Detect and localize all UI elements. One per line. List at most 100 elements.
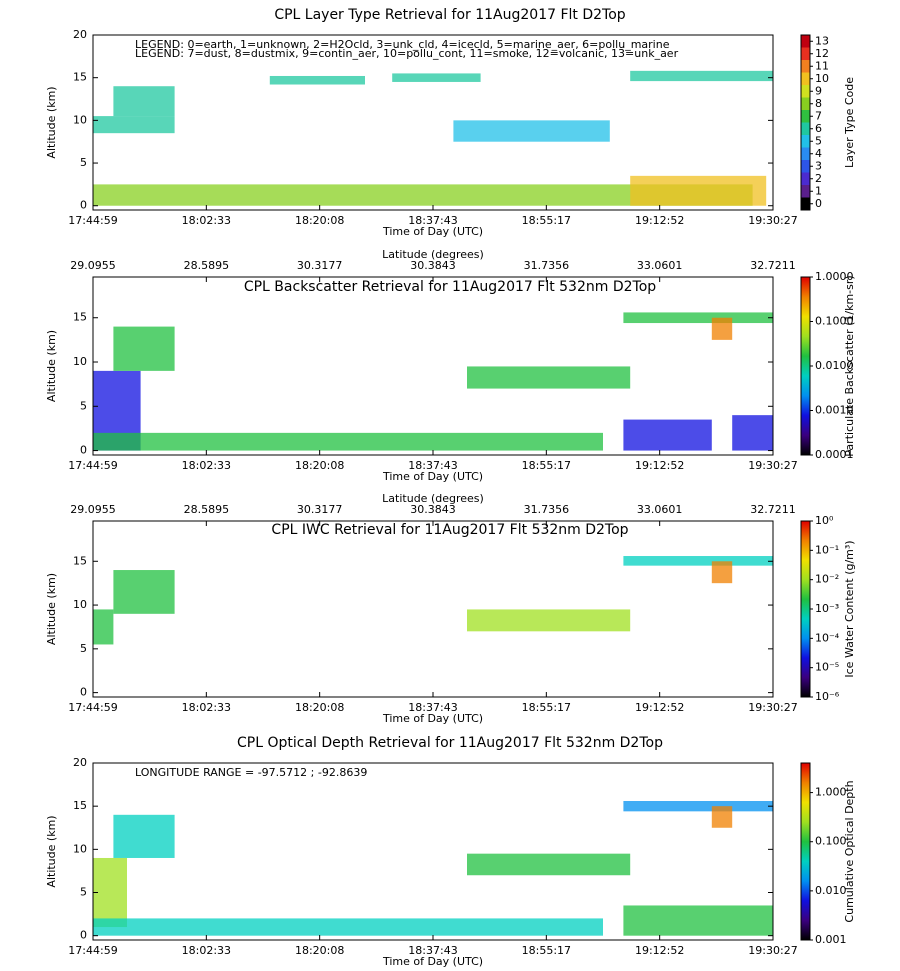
y-tick-label: 20: [73, 28, 87, 41]
colorbar-tick-label: 0.0010: [815, 404, 854, 417]
colorbar-frame: [800, 34, 811, 211]
colorbar-cell: [801, 197, 810, 210]
colorbar-tick-label: 10⁻³: [815, 602, 839, 615]
curtain-decoration: [453, 120, 610, 142]
colorbar-tick-label: 10⁻⁶: [815, 690, 840, 703]
colorbar-tick-label: 9: [815, 84, 822, 97]
y-tick-label: 10: [73, 113, 87, 126]
y-tick-label: 15: [73, 311, 87, 324]
curtain-decoration: [623, 905, 773, 936]
x-tick-label: 18:55:17: [522, 944, 571, 957]
y-tick-label: 15: [73, 71, 87, 84]
colorbar-tick-label: 7: [815, 109, 822, 122]
annotation: LEGEND: 7=dust, 8=dustmix, 9=contin_aer,…: [135, 47, 679, 60]
curtain-decoration: [113, 86, 175, 117]
colorbar-tick-label: 10⁻⁴: [815, 631, 840, 644]
x2-tick-label: 32.7211: [750, 259, 796, 272]
x2-tick-label: 29.0955: [70, 503, 116, 516]
curtain-decoration: [623, 556, 773, 566]
x2-tick-label: 30.3177: [297, 259, 343, 272]
chart-title: CPL Backscatter Retrieval for 11Aug2017 …: [244, 279, 656, 295]
colorbar-tick-label: 8: [815, 97, 822, 110]
colorbar-tick-label: 0.010: [815, 884, 847, 897]
x-tick-label: 19:12:52: [635, 701, 684, 714]
y-tick-label: 10: [73, 842, 87, 855]
x-tick-label: 18:55:17: [522, 701, 571, 714]
x-tick-label: 19:12:52: [635, 459, 684, 472]
x2-tick-label: 33.0601: [637, 503, 683, 516]
colorbar-tick-label: 0.0100: [815, 359, 854, 372]
x-tick-label: 18:55:17: [522, 214, 571, 227]
curtain-decoration: [113, 814, 175, 858]
colorbar-label: Ice Water Content (g/m³): [843, 540, 856, 677]
colorbar-tick-label: 6: [815, 122, 822, 135]
y-tick-label: 5: [80, 156, 87, 169]
y-tick-label: 10: [73, 355, 87, 368]
x2-tick-label: 29.0955: [70, 259, 116, 272]
y-tick-label: 5: [80, 399, 87, 412]
x2-tick-label: 30.3843: [410, 259, 456, 272]
colorbar-frame: [800, 762, 811, 941]
x-tick-label: 18:20:08: [295, 214, 344, 227]
curtain-decoration: [630, 175, 767, 206]
curtain-decoration: [732, 415, 773, 451]
plot-frame: [92, 520, 774, 698]
x2-tick-label: 32.7211: [750, 503, 796, 516]
y-tick-label: 15: [73, 554, 87, 567]
x-tick-label: 18:55:17: [522, 459, 571, 472]
y-tick-label: 10: [73, 598, 87, 611]
x-tick-label: 17:44:59: [68, 459, 117, 472]
colorbar: [801, 521, 810, 697]
curtain-decoration: [630, 70, 773, 82]
x-tick-label: 17:44:59: [68, 214, 117, 227]
colorbar-cell: [801, 85, 810, 98]
curtain-decoration: [269, 75, 365, 85]
x-tick-label: 18:37:43: [408, 701, 457, 714]
colorbar-cell: [801, 97, 810, 110]
colorbar-tick-label: 11: [815, 59, 829, 72]
colorbar-cell: [801, 160, 810, 173]
x-tick-label: 18:02:33: [182, 214, 231, 227]
colorbar: [801, 277, 810, 455]
x-axis-label: Time of Day (UTC): [382, 955, 483, 968]
colorbar-cell: [801, 172, 810, 185]
chart-title: CPL Layer Type Retrieval for 11Aug2017 F…: [274, 7, 625, 23]
curtain-decoration: [93, 184, 753, 206]
colorbar-tick-label: 1.000: [815, 786, 847, 799]
y-axis-label: Altitude (km): [45, 330, 58, 402]
colorbar-tick-label: 10: [815, 72, 829, 85]
curtain-decoration: [467, 853, 631, 876]
colorbar-cell: [801, 47, 810, 60]
x2-tick-label: 33.0601: [637, 259, 683, 272]
x-tick-label: 18:37:43: [408, 944, 457, 957]
colorbar-tick-label: 13: [815, 34, 829, 47]
x2-tick-label: 30.3177: [297, 503, 343, 516]
curtain-decoration: [93, 432, 603, 451]
x2-tick-label: 28.5895: [184, 259, 230, 272]
curtain-decoration: [392, 73, 481, 82]
y-tick-label: 0: [80, 199, 87, 212]
x-tick-label: 18:02:33: [182, 459, 231, 472]
x-tick-label: 19:30:27: [748, 459, 797, 472]
y-tick-label: 5: [80, 886, 87, 899]
colorbar-tick-label: 0.100: [815, 835, 847, 848]
x2-axis-label: Latitude (degrees): [382, 248, 484, 261]
x-tick-label: 19:12:52: [635, 944, 684, 957]
colorbar-tick-label: 3: [815, 159, 822, 172]
curtain-decoration: [93, 857, 127, 928]
x-tick-label: 19:12:52: [635, 214, 684, 227]
annotation: LEGEND: 0=earth, 1=unknown, 2=H2Ocld, 3=…: [135, 38, 670, 51]
x-tick-label: 18:20:08: [295, 459, 344, 472]
curtain-decoration: [623, 419, 712, 451]
x2-tick-label: 31.7356: [524, 259, 570, 272]
y-tick-label: 0: [80, 929, 87, 942]
x-tick-label: 18:37:43: [408, 214, 457, 227]
y-axis-label: Altitude (km): [45, 815, 58, 887]
colorbar-cell: [801, 135, 810, 148]
curtain-decoration: [467, 609, 631, 632]
x2-tick-label: 31.7356: [524, 503, 570, 516]
colorbar-tick-label: 10⁻¹: [815, 543, 839, 556]
curtain-decoration: [711, 806, 733, 828]
colorbar-label: Cumulative Optical Depth: [843, 780, 856, 922]
